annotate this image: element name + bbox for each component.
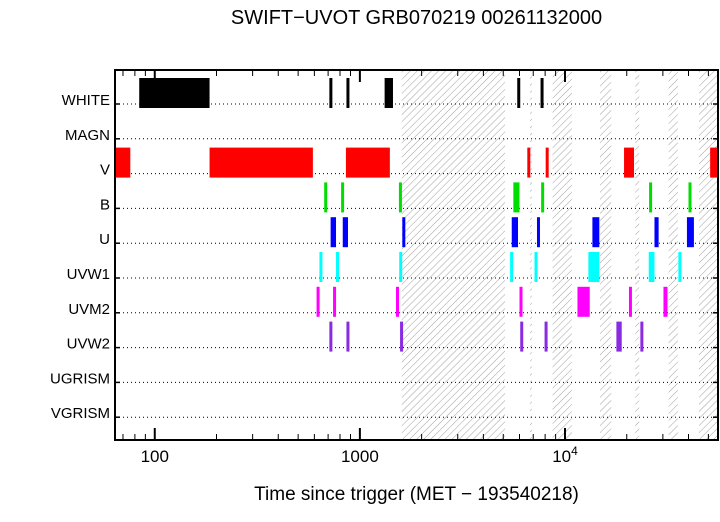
chart-title: SWIFT−UVOT GRB070219 00261132000 bbox=[230, 7, 603, 29]
row-label-ugrism: UGRISM bbox=[50, 370, 110, 387]
row-intervals-v bbox=[115, 147, 718, 178]
row-intervals-uvw1 bbox=[319, 252, 682, 282]
row-intervals-white bbox=[139, 78, 544, 108]
row-label-vgrism: VGRISM bbox=[51, 405, 110, 422]
row-label-uvw1: UVW1 bbox=[67, 266, 110, 283]
row-label-v: V bbox=[100, 162, 110, 179]
x-tick-label: 100 bbox=[141, 447, 169, 466]
x-tick-label: 104 bbox=[552, 444, 578, 466]
row-intervals-b bbox=[324, 182, 692, 213]
row-label-uvm2: UVM2 bbox=[68, 301, 110, 318]
row-label-uvw2: UVW2 bbox=[67, 336, 110, 353]
hatch-region bbox=[401, 70, 718, 440]
row-intervals-uvm2 bbox=[316, 286, 668, 317]
x-tick-labels: 100 1000 104 bbox=[141, 444, 579, 466]
row-intervals-u bbox=[330, 217, 694, 248]
x-tick-label: 1000 bbox=[341, 447, 379, 466]
row-intervals-uvw2 bbox=[329, 321, 644, 352]
row-label-b: B bbox=[100, 196, 110, 213]
x-axis-title: Time since trigger (MET − 193540218) bbox=[254, 484, 579, 505]
plot-frame bbox=[114, 69, 719, 441]
row-label-magn: MAGN bbox=[65, 127, 110, 144]
row-label-white: WHITE bbox=[62, 92, 110, 109]
row-label-u: U bbox=[99, 231, 110, 248]
